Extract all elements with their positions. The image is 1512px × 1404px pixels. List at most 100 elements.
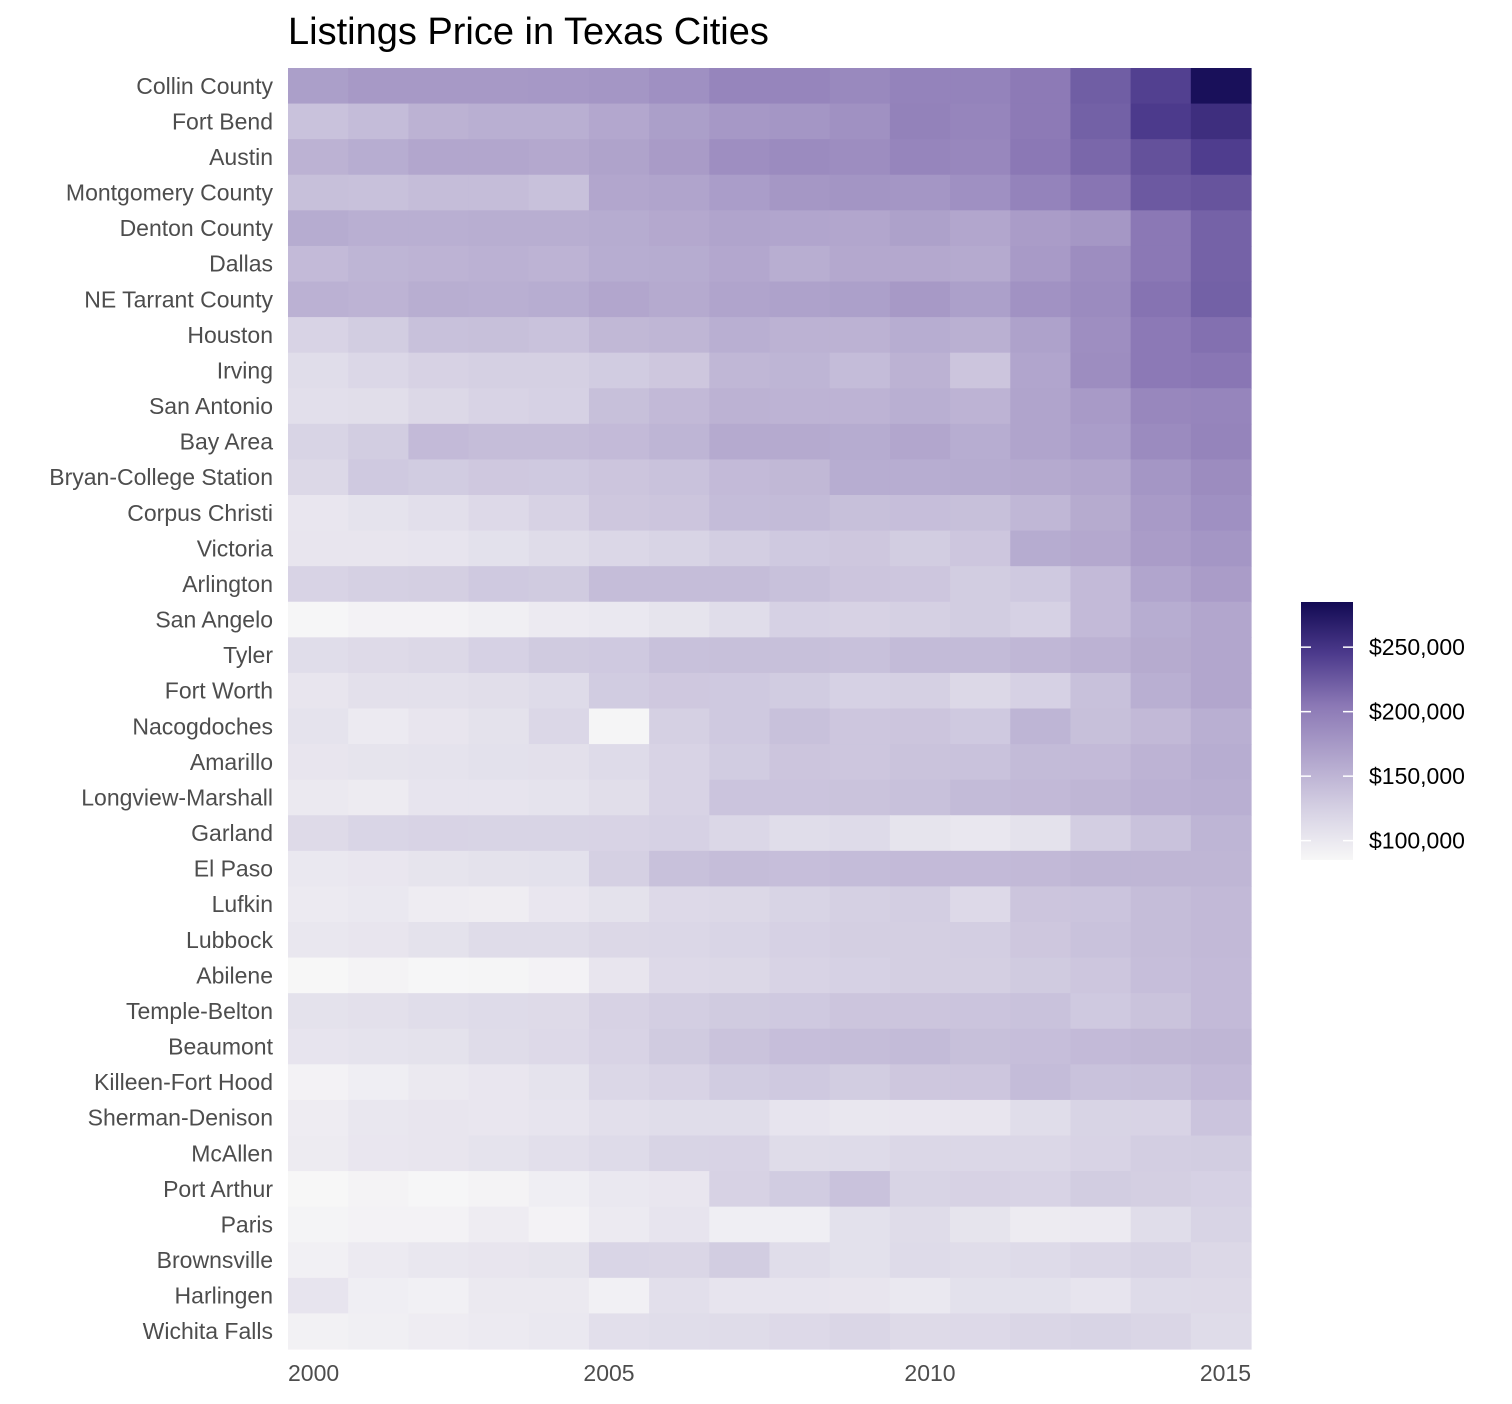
heatmap-cell-mcallen-2004 — [528, 1135, 590, 1172]
heatmap-cell-austin-2000 — [288, 139, 349, 176]
heatmap-cell-killeen-fort-hood-2009 — [829, 1064, 891, 1101]
y-tick-label-bryan-college-station: Bryan-College Station — [49, 464, 273, 490]
heatmap-cell-el-paso-2001 — [348, 850, 409, 888]
heatmap-cell-ne-tarrant-county-2009 — [829, 281, 891, 318]
heatmap-cell-nacogdoches-2004 — [528, 708, 590, 745]
heatmap-cell-sherman-denison-2000 — [288, 1099, 349, 1137]
heatmap-cell-collin-county-2002 — [408, 68, 470, 105]
y-tick-label-mcallen: McAllen — [191, 1140, 273, 1166]
heatmap-cell-san-angelo-2000 — [288, 601, 349, 638]
heatmap-cell-harlingen-2014 — [1130, 1277, 1192, 1315]
heatmap-cell-temple-belton-2001 — [348, 993, 409, 1030]
heatmap-cell-longview-marshall-2004 — [528, 779, 590, 816]
heatmap-cell-victoria-2004 — [528, 530, 590, 567]
heatmap-cell-irving-2013 — [1070, 352, 1132, 389]
heatmap-cell-denton-county-2012 — [1010, 210, 1072, 247]
heatmap-cell-dallas-2004 — [528, 245, 590, 283]
heatmap-cell-dallas-2001 — [348, 245, 409, 283]
heatmap-cell-collin-county-2010 — [889, 68, 951, 105]
heatmap-cell-lufkin-2000 — [288, 886, 349, 923]
heatmap-cell-montgomery-county-2011 — [950, 174, 1011, 211]
heatmap-cell-sherman-denison-2005 — [588, 1099, 650, 1137]
heatmap-cell-dallas-2015 — [1190, 245, 1252, 283]
y-tick-label-austin: Austin — [209, 144, 273, 170]
heatmap-cell-longview-marshall-2011 — [950, 779, 1011, 816]
heatmap-cell-wichita-falls-2015 — [1190, 1313, 1252, 1350]
heatmap-cell-nacogdoches-2010 — [889, 708, 951, 745]
heatmap-cell-houston-2009 — [829, 317, 891, 354]
heatmap-cell-fort-bend-2006 — [649, 103, 710, 140]
heatmap-cell-lufkin-2001 — [348, 886, 409, 923]
y-tick-label-irving: Irving — [217, 357, 273, 383]
heatmap-cell-fort-bend-2011 — [950, 103, 1011, 140]
heatmap-cell-san-antonio-2010 — [889, 388, 951, 425]
heatmap-cell-wichita-falls-2002 — [408, 1313, 470, 1350]
heatmap-cell-bryan-college-station-2001 — [348, 459, 409, 496]
heatmap-cell-nacogdoches-2014 — [1130, 708, 1192, 745]
heatmap-cell-abilene-2015 — [1190, 957, 1252, 994]
heatmap-cell-harlingen-2013 — [1070, 1277, 1132, 1315]
heatmap-cell-killeen-fort-hood-2002 — [408, 1064, 470, 1101]
heatmap-cell-temple-belton-2014 — [1130, 993, 1192, 1030]
x-tick-label-2000: 2000 — [288, 1360, 339, 1386]
heatmap-cell-tyler-2006 — [649, 637, 710, 674]
heatmap-cell-beaumont-2004 — [528, 1028, 590, 1065]
y-tick-label-harlingen: Harlingen — [175, 1283, 273, 1309]
y-tick-label-wichita-falls: Wichita Falls — [143, 1318, 273, 1344]
heatmap-cell-fort-bend-2014 — [1130, 103, 1192, 140]
heatmap-cell-montgomery-county-2008 — [769, 174, 831, 211]
heatmap-cell-fort-worth-2011 — [950, 672, 1011, 710]
heatmap-cell-port-arthur-2005 — [588, 1171, 650, 1208]
heatmap-cell-bryan-college-station-2012 — [1010, 459, 1072, 496]
heatmap-cell-longview-marshall-2014 — [1130, 779, 1192, 816]
heatmap-cell-irving-2007 — [709, 352, 771, 389]
y-tick-label-lufkin: Lufkin — [212, 891, 273, 917]
heatmap-cell-austin-2006 — [649, 139, 710, 176]
heatmap-cell-nacogdoches-2015 — [1190, 708, 1252, 745]
heatmap-cell-san-antonio-2004 — [528, 388, 590, 425]
y-tick-label-bay-area: Bay Area — [180, 429, 274, 455]
heatmap-cell-san-antonio-2012 — [1010, 388, 1072, 425]
heatmap-cell-san-antonio-2003 — [468, 388, 530, 425]
heatmap-cell-ne-tarrant-county-2011 — [950, 281, 1011, 318]
heatmap-cell-austin-2007 — [709, 139, 771, 176]
heatmap-cell-collin-county-2011 — [950, 68, 1011, 105]
heatmap-cell-austin-2005 — [588, 139, 650, 176]
heatmap-cell-brownsville-2003 — [468, 1242, 530, 1279]
heatmap-cell-beaumont-2014 — [1130, 1028, 1192, 1065]
heatmap-cell-harlingen-2004 — [528, 1277, 590, 1315]
heatmap-cell-fort-bend-2008 — [769, 103, 831, 140]
heatmap-cell-denton-county-2014 — [1130, 210, 1192, 247]
heatmap-cell-fort-bend-2010 — [889, 103, 951, 140]
heatmap-cell-lubbock-2015 — [1190, 922, 1252, 959]
heatmap-cell-ne-tarrant-county-2013 — [1070, 281, 1132, 318]
heatmap-cell-fort-worth-2003 — [468, 672, 530, 710]
heatmap-cell-victoria-2014 — [1130, 530, 1192, 567]
heatmap-cell-corpus-christi-2009 — [829, 495, 891, 532]
y-tick-label-ne-tarrant-county: NE Tarrant County — [84, 286, 273, 312]
heatmap-cell-houston-2013 — [1070, 317, 1132, 354]
heatmap-cell-tyler-2009 — [829, 637, 891, 674]
heatmap-cell-austin-2011 — [950, 139, 1011, 176]
heatmap-cell-corpus-christi-2011 — [950, 495, 1011, 532]
heatmap-cell-bay-area-2001 — [348, 423, 409, 461]
heatmap-cell-temple-belton-2000 — [288, 993, 349, 1030]
heatmap-cell-lufkin-2002 — [408, 886, 470, 923]
heatmap-cell-san-antonio-2014 — [1130, 388, 1192, 425]
heatmap-cell-san-antonio-2006 — [649, 388, 710, 425]
heatmap-cell-lubbock-2012 — [1010, 922, 1072, 959]
heatmap-cell-montgomery-county-2009 — [829, 174, 891, 211]
legend-tick-label-250000: $250,000 — [1369, 634, 1465, 660]
heatmap-cell-amarillo-2001 — [348, 744, 409, 781]
legend-tick-label-150000: $150,000 — [1369, 763, 1465, 789]
heatmap-cell-temple-belton-2015 — [1190, 993, 1252, 1030]
heatmap-cell-beaumont-2005 — [588, 1028, 650, 1065]
heatmap-cell-temple-belton-2002 — [408, 993, 470, 1030]
heatmap-cell-montgomery-county-2015 — [1190, 174, 1252, 211]
heatmap-cell-fort-worth-2015 — [1190, 672, 1252, 710]
heatmap-cell-nacogdoches-2009 — [829, 708, 891, 745]
heatmap-cell-paris-2009 — [829, 1206, 891, 1243]
heatmap-cell-denton-county-2013 — [1070, 210, 1132, 247]
heatmap-cell-bay-area-2013 — [1070, 423, 1132, 461]
heatmap-cell-temple-belton-2012 — [1010, 993, 1072, 1030]
